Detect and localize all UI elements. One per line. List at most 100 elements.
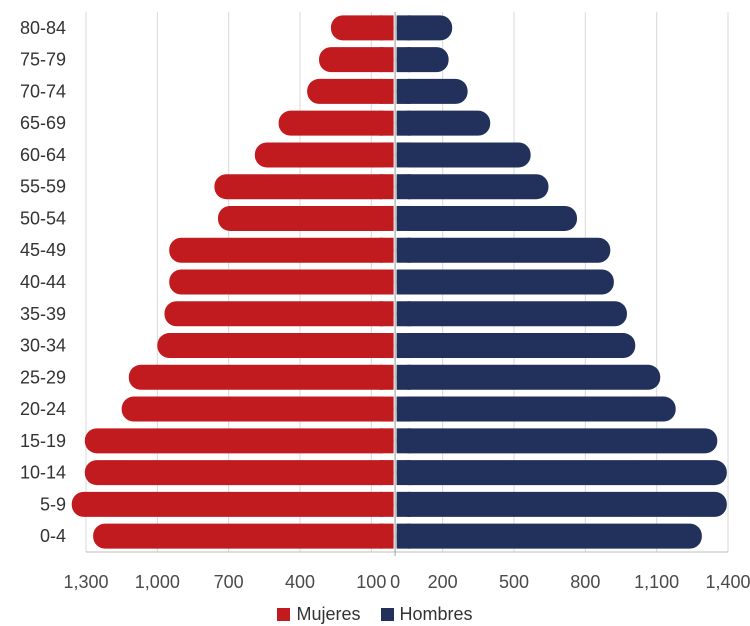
- x-tick-label: 200: [428, 572, 458, 592]
- bar-hombres-60-64[interactable]: [396, 142, 531, 168]
- bar-hombres-15-19[interactable]: [396, 428, 718, 454]
- bar-inner-edge: [379, 460, 394, 486]
- y-category-label: 45-49: [20, 240, 66, 260]
- bar-mujeres-15-19[interactable]: [84, 428, 394, 454]
- y-category-label: 30-34: [20, 336, 66, 356]
- bar-hombres-65-69[interactable]: [396, 110, 491, 136]
- x-tick-label: 1,000: [135, 572, 180, 592]
- bar-inner-edge: [379, 110, 394, 136]
- bar-mujeres-0-4[interactable]: [93, 523, 394, 549]
- bar-hombres-25-29[interactable]: [396, 364, 661, 390]
- y-category-label: 20-24: [20, 399, 66, 419]
- y-category-label: 40-44: [20, 272, 66, 292]
- legend-swatch-mujeres: [277, 608, 291, 621]
- x-axis-labels: 1,300 1,000 700 400 100 0 200 500 800 1,100 1,400: [63, 572, 750, 592]
- bar-inner-edge: [396, 364, 411, 390]
- bar-inner-edge: [396, 301, 411, 327]
- x-tick-label: 500: [499, 572, 529, 592]
- bar-mujeres-70-74[interactable]: [307, 78, 394, 104]
- bar-mujeres-35-39[interactable]: [164, 301, 394, 327]
- y-category-label: 60-64: [20, 145, 66, 165]
- y-category-label: 65-69: [20, 113, 66, 133]
- bar-hombres-5-9[interactable]: [396, 491, 727, 517]
- legend-label-mujeres: Mujeres: [296, 604, 361, 624]
- bar-hombres-35-39[interactable]: [396, 301, 627, 327]
- bar-inner-edge: [396, 47, 411, 73]
- population-pyramid-chart: 0-4 5-9 10-14 15-19 20-24 25-29 30-34 35-39 40-4…: [20, 12, 750, 592]
- bar-inner-edge: [396, 110, 411, 136]
- bar-hombres-0-4[interactable]: [396, 523, 702, 549]
- legend-item-hombres[interactable]: Hombres: [380, 604, 473, 625]
- legend-item-mujeres[interactable]: Mujeres: [277, 604, 361, 625]
- y-category-label: 35-39: [20, 304, 66, 324]
- bar-mujeres-80-84[interactable]: [330, 15, 394, 41]
- bar-inner-edge: [396, 269, 411, 295]
- bar-inner-edge: [379, 15, 394, 41]
- x-tick-label: 1,400: [705, 572, 750, 592]
- bar-mujeres-25-29[interactable]: [128, 364, 394, 390]
- bar-inner-edge: [379, 491, 394, 517]
- bar-hombres-45-49[interactable]: [396, 237, 611, 263]
- x-tick-label: 800: [570, 572, 600, 592]
- bar-inner-edge: [379, 396, 394, 422]
- bar-inner-edge: [396, 333, 411, 359]
- bar-mujeres-10-14[interactable]: [84, 460, 394, 486]
- bar-inner-edge: [379, 47, 394, 73]
- x-tick-label: 700: [214, 572, 244, 592]
- bar-hombres-50-54[interactable]: [396, 205, 578, 231]
- bar-inner-edge: [396, 142, 411, 168]
- bar-inner-edge: [396, 237, 411, 263]
- legend: Mujeres Hombres: [0, 604, 750, 625]
- y-category-label: 25-29: [20, 367, 66, 387]
- bar-mujeres-20-24[interactable]: [121, 396, 394, 422]
- bar-mujeres-5-9[interactable]: [71, 491, 394, 517]
- bar-inner-edge: [379, 174, 394, 200]
- y-category-label: 50-54: [20, 208, 66, 228]
- bar-inner-edge: [396, 15, 411, 41]
- bars: [71, 15, 727, 549]
- x-tick-label: 400: [285, 572, 315, 592]
- bar-inner-edge: [396, 523, 411, 549]
- bar-hombres-20-24[interactable]: [396, 396, 676, 422]
- bar-mujeres-45-49[interactable]: [169, 237, 394, 263]
- x-tick-label: 1,300: [63, 572, 108, 592]
- bar-hombres-10-14[interactable]: [396, 460, 727, 486]
- bar-hombres-40-44[interactable]: [396, 269, 614, 295]
- bar-inner-edge: [379, 333, 394, 359]
- y-category-label: 55-59: [20, 177, 66, 197]
- bar-inner-edge: [379, 364, 394, 390]
- bar-inner-edge: [379, 428, 394, 454]
- bar-mujeres-30-34[interactable]: [157, 333, 394, 359]
- bar-hombres-55-59[interactable]: [396, 174, 549, 200]
- bar-inner-edge: [396, 205, 411, 231]
- bar-mujeres-55-59[interactable]: [214, 174, 394, 200]
- bar-inner-edge: [396, 174, 411, 200]
- bar-inner-edge: [379, 301, 394, 327]
- y-category-label: 10-14: [20, 463, 66, 483]
- bar-inner-edge: [396, 491, 411, 517]
- x-tick-label: 100: [356, 572, 386, 592]
- y-category-label: 5-9: [40, 494, 66, 514]
- bar-inner-edge: [396, 78, 411, 104]
- bar-inner-edge: [379, 142, 394, 168]
- bar-inner-edge: [396, 460, 411, 486]
- bar-inner-edge: [379, 237, 394, 263]
- bar-mujeres-65-69[interactable]: [278, 110, 394, 136]
- bar-mujeres-40-44[interactable]: [169, 269, 394, 295]
- bar-mujeres-60-64[interactable]: [254, 142, 394, 168]
- bar-inner-edge: [379, 205, 394, 231]
- y-category-label: 70-74: [20, 81, 66, 101]
- y-category-label: 0-4: [40, 526, 66, 546]
- bar-mujeres-75-79[interactable]: [319, 47, 394, 73]
- bar-inner-edge: [379, 269, 394, 295]
- bar-hombres-30-34[interactable]: [396, 333, 636, 359]
- bar-hombres-70-74[interactable]: [396, 78, 468, 104]
- bar-inner-edge: [379, 523, 394, 549]
- x-tick-label: 0: [390, 572, 400, 592]
- y-category-label: 15-19: [20, 431, 66, 451]
- x-tick-label: 1,100: [634, 572, 679, 592]
- bar-inner-edge: [396, 396, 411, 422]
- bar-inner-edge: [379, 78, 394, 104]
- y-axis-labels: 0-4 5-9 10-14 15-19 20-24 25-29 30-34 35-39 40-4…: [20, 18, 66, 546]
- bar-mujeres-50-54[interactable]: [217, 205, 394, 231]
